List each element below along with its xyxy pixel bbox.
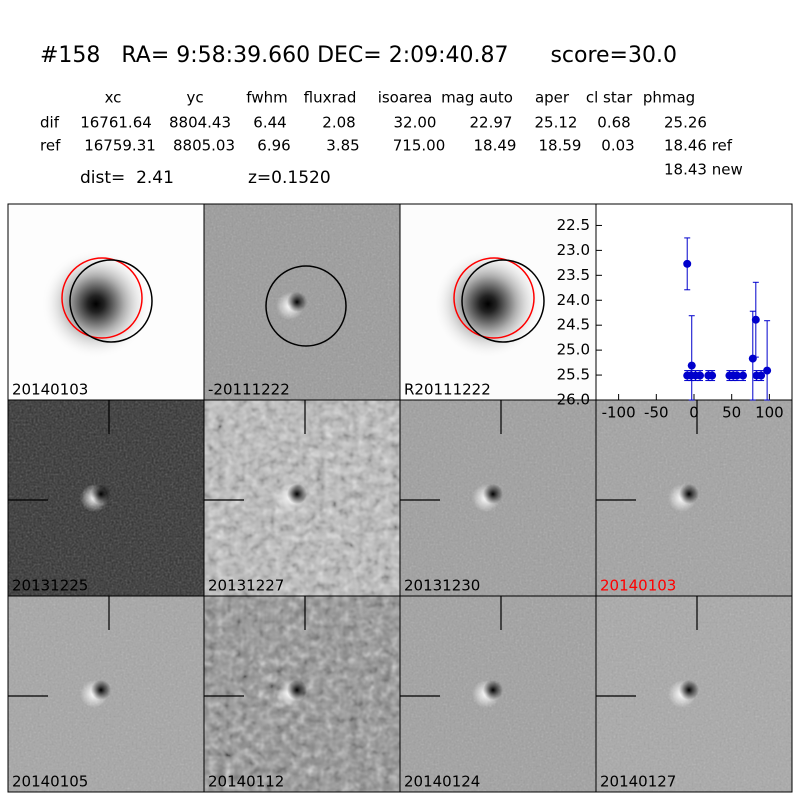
- ref-circle: [61, 257, 143, 339]
- residual-dark: [483, 680, 503, 700]
- residual-dark: [483, 484, 503, 504]
- dist: dist= 2.41: [80, 168, 174, 188]
- cell: 0.68: [597, 114, 630, 132]
- column-header: fluxrad: [304, 89, 357, 107]
- extra: 18.43 new: [664, 161, 743, 179]
- point: [739, 371, 747, 380]
- source: [41, 249, 151, 359]
- cell: 22.97: [470, 114, 513, 132]
- cell: 16759.31: [84, 137, 156, 155]
- y-tick-label: 24.5: [557, 316, 590, 334]
- point: [732, 371, 741, 380]
- cell: 25.26: [664, 114, 707, 132]
- point: [748, 354, 757, 363]
- ref-circle: [453, 257, 535, 339]
- cell: 25.12: [535, 114, 578, 132]
- column-header: yc: [186, 89, 203, 107]
- cell: 16761.64: [80, 114, 152, 132]
- stamp-label: 20140103: [600, 577, 676, 595]
- cell: 18.49: [474, 137, 517, 155]
- residual-dark: [679, 484, 699, 504]
- cell: 0.03: [601, 137, 634, 155]
- column-header: aper: [535, 89, 570, 107]
- cell: 8804.43: [169, 114, 231, 132]
- column-header: cl star: [586, 89, 633, 107]
- stamp-label: R20111222: [404, 381, 491, 399]
- y-tick-label: 26.0: [557, 391, 590, 409]
- x-tick-label: 100: [755, 404, 784, 422]
- source: [433, 249, 543, 359]
- column-header: isoarea: [378, 89, 433, 107]
- x-tick-label: 0: [689, 404, 699, 422]
- det-circle: [265, 265, 347, 347]
- stamp-frame: [595, 595, 793, 793]
- residual-dark: [287, 484, 307, 504]
- redshift: z=0.1520: [248, 168, 331, 188]
- residual-dark: [91, 484, 111, 504]
- det-circle: [69, 259, 153, 343]
- column-header: fwhm: [246, 89, 287, 107]
- residual-dark: [679, 680, 699, 700]
- column-header: xc: [105, 89, 122, 107]
- title: #158 RA= 9:58:39.660 DEC= 2:09:40.87 sco…: [40, 43, 677, 68]
- point: [687, 361, 696, 370]
- y-tick-label: 23.5: [557, 266, 590, 284]
- stamp-label: 20140112: [208, 773, 284, 791]
- point: [763, 366, 772, 375]
- stamp-label: 20140103: [12, 381, 88, 399]
- stamp-label: 20140124: [404, 773, 480, 791]
- x-tick-label: -100: [602, 404, 636, 422]
- cell: 715.00: [393, 137, 446, 155]
- point: [708, 371, 717, 380]
- cell: 32.00: [394, 114, 437, 132]
- point: [757, 371, 766, 380]
- det-circle: [461, 259, 545, 343]
- point: [751, 315, 760, 324]
- row-name: dif: [40, 114, 60, 132]
- residual-dark: [91, 680, 111, 700]
- y-tick-label: 25.0: [557, 341, 590, 359]
- y-tick-label: 22.5: [557, 216, 590, 234]
- y-tick-label: 25.5: [557, 366, 590, 384]
- cell: 18.46 ref: [664, 137, 733, 155]
- y-tick-label: 24.0: [557, 291, 590, 309]
- point: [696, 371, 705, 380]
- stamp-label: -20111222: [208, 381, 290, 399]
- stamp-label: 20140105: [12, 773, 88, 791]
- cell: 8805.03: [173, 137, 235, 155]
- cell: 18.59: [539, 137, 582, 155]
- stamp-label: 20131225: [12, 577, 88, 595]
- point: [683, 259, 692, 268]
- stamp-label: 20131230: [404, 577, 480, 595]
- x-tick-label: 50: [722, 404, 741, 422]
- x-tick-label: -50: [644, 404, 669, 422]
- stamp-label: 20131227: [208, 577, 284, 595]
- cell: 6.96: [257, 137, 290, 155]
- stamp-label: 20140127: [600, 773, 676, 791]
- y-tick-label: 23.0: [557, 241, 590, 259]
- row-name: ref: [40, 137, 61, 155]
- residual-dark: [287, 292, 307, 312]
- column-header: mag auto: [441, 89, 513, 107]
- cell: 2.08: [322, 114, 355, 132]
- column-header: phmag: [643, 89, 695, 107]
- residual-dark: [287, 680, 307, 700]
- cell: 3.85: [326, 137, 359, 155]
- cell: 6.44: [253, 114, 286, 132]
